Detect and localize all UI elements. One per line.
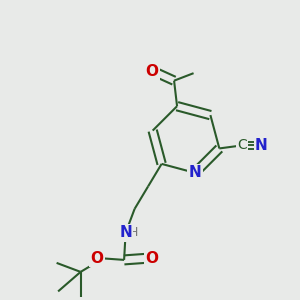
Text: H: H: [128, 226, 138, 239]
Text: O: O: [146, 64, 159, 79]
Text: N: N: [189, 165, 201, 180]
Text: N: N: [119, 225, 132, 240]
Text: O: O: [145, 251, 158, 266]
Text: C: C: [237, 138, 247, 152]
Text: N: N: [255, 138, 268, 153]
Text: O: O: [91, 251, 103, 266]
